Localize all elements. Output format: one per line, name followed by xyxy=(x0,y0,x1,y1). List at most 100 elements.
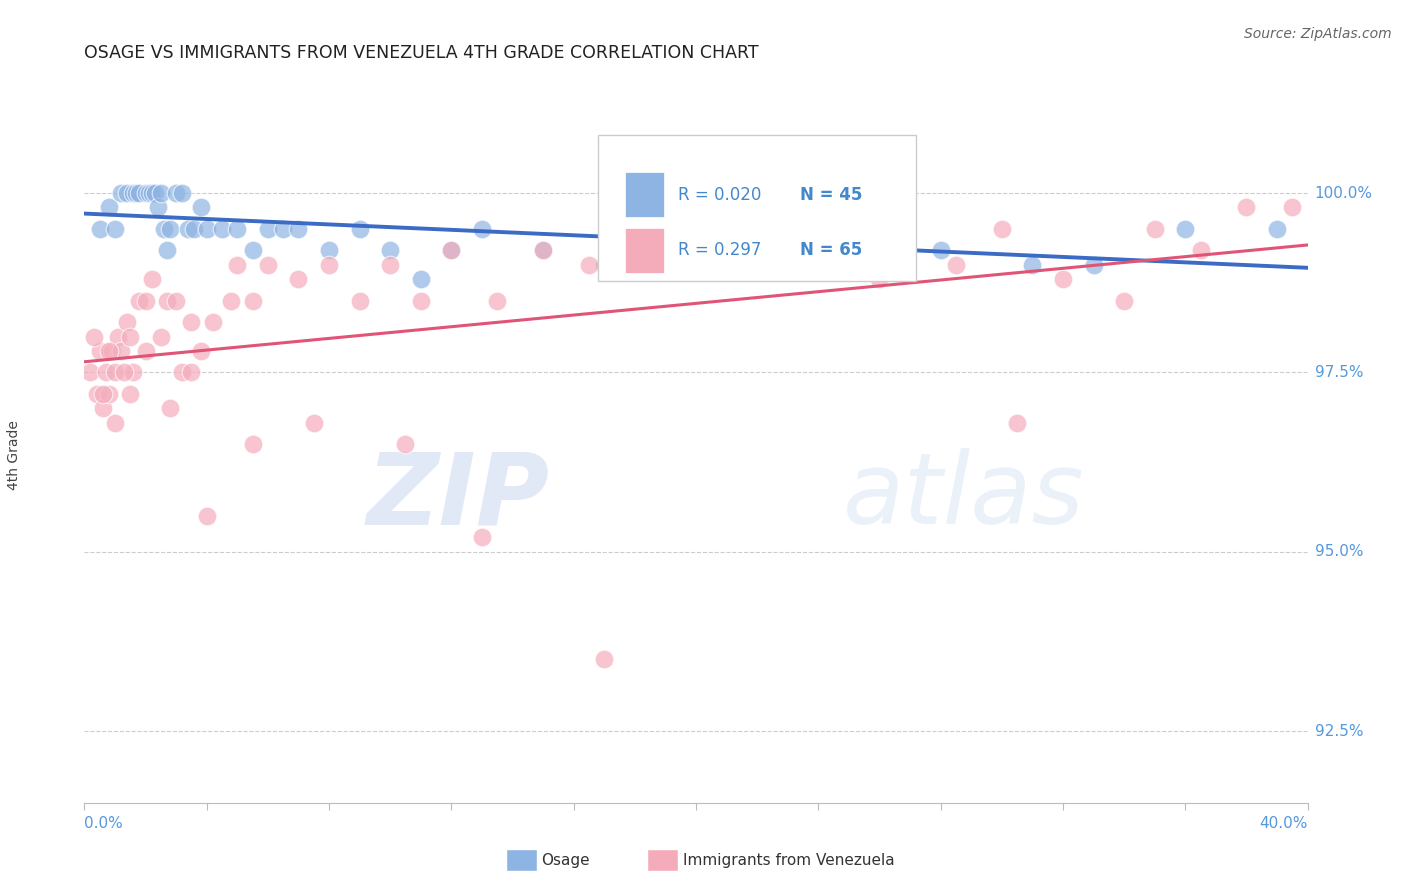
Point xyxy=(195,222,218,236)
Point xyxy=(172,366,194,380)
Point xyxy=(226,258,249,272)
Point xyxy=(201,315,224,329)
Point xyxy=(302,416,325,430)
Text: atlas: atlas xyxy=(842,448,1084,545)
Point xyxy=(531,244,554,258)
Point xyxy=(120,387,142,401)
Point xyxy=(153,222,176,236)
Point xyxy=(1052,272,1074,286)
Point xyxy=(128,186,150,200)
Point xyxy=(86,387,108,401)
Text: 100.0%: 100.0% xyxy=(1315,186,1372,201)
Text: 4th Grade: 4th Grade xyxy=(7,420,21,490)
Point xyxy=(190,343,212,358)
Point xyxy=(115,315,138,329)
Point xyxy=(195,508,218,523)
Point xyxy=(257,258,280,272)
Point xyxy=(1083,258,1105,272)
Point xyxy=(838,222,860,236)
Point xyxy=(149,186,172,200)
Point xyxy=(104,222,127,236)
Point xyxy=(1265,222,1288,236)
Point xyxy=(471,222,494,236)
Point xyxy=(1189,244,1212,258)
Point xyxy=(110,343,132,358)
Text: Immigrants from Venezuela: Immigrants from Venezuela xyxy=(683,854,896,868)
Point xyxy=(257,222,280,236)
Point xyxy=(91,401,114,416)
Point xyxy=(869,272,891,286)
Point xyxy=(156,293,179,308)
Text: 92.5%: 92.5% xyxy=(1315,723,1362,739)
Point xyxy=(1114,293,1136,308)
Text: 97.5%: 97.5% xyxy=(1315,365,1362,380)
Point xyxy=(624,244,647,258)
Point xyxy=(91,387,114,401)
Point xyxy=(94,366,117,380)
FancyBboxPatch shape xyxy=(598,135,917,281)
Point xyxy=(807,244,830,258)
Point xyxy=(990,222,1012,236)
Text: R = 0.297: R = 0.297 xyxy=(678,241,761,260)
Point xyxy=(440,244,463,258)
Point xyxy=(146,201,169,215)
Point xyxy=(89,343,111,358)
Point xyxy=(104,366,127,380)
Point xyxy=(141,272,163,286)
Point xyxy=(349,222,371,236)
Text: Source: ZipAtlas.com: Source: ZipAtlas.com xyxy=(1244,27,1392,41)
Point xyxy=(318,258,340,272)
Point xyxy=(120,329,142,343)
Point xyxy=(112,366,135,380)
Point xyxy=(180,366,202,380)
Point xyxy=(183,222,205,236)
Point xyxy=(128,293,150,308)
Point xyxy=(83,329,105,343)
Point xyxy=(1234,201,1257,215)
Point xyxy=(190,201,212,215)
Point xyxy=(745,222,768,236)
Point xyxy=(97,201,120,215)
Point xyxy=(149,329,172,343)
Point xyxy=(1021,258,1043,272)
Point xyxy=(242,437,264,451)
Point xyxy=(380,258,402,272)
Point xyxy=(159,401,181,416)
Point xyxy=(107,329,129,343)
Point xyxy=(211,222,233,236)
Point xyxy=(97,387,120,401)
Point xyxy=(287,222,309,236)
Point xyxy=(394,437,416,451)
Point xyxy=(172,186,194,200)
Text: Osage: Osage xyxy=(541,854,591,868)
Point xyxy=(1281,201,1303,215)
Point xyxy=(226,222,249,236)
Point xyxy=(349,293,371,308)
Point xyxy=(115,186,138,200)
Point xyxy=(101,343,124,358)
Point xyxy=(242,244,264,258)
Text: 95.0%: 95.0% xyxy=(1315,544,1362,559)
Text: OSAGE VS IMMIGRANTS FROM VENEZUELA 4TH GRADE CORRELATION CHART: OSAGE VS IMMIGRANTS FROM VENEZUELA 4TH G… xyxy=(84,45,759,62)
Point xyxy=(122,186,145,200)
Point xyxy=(122,366,145,380)
Point xyxy=(156,244,179,258)
Point xyxy=(685,258,707,272)
Point xyxy=(380,244,402,258)
Point xyxy=(219,293,242,308)
Point xyxy=(1005,416,1028,430)
Point xyxy=(685,244,707,258)
Point xyxy=(471,530,494,544)
Point xyxy=(141,186,163,200)
Point xyxy=(578,258,600,272)
Point xyxy=(165,293,187,308)
Point xyxy=(531,244,554,258)
Point xyxy=(97,343,120,358)
Point xyxy=(135,343,157,358)
Point xyxy=(409,293,432,308)
Point xyxy=(104,416,127,430)
Bar xyxy=(626,227,664,273)
Point xyxy=(440,244,463,258)
Text: N = 45: N = 45 xyxy=(800,186,862,203)
Point xyxy=(945,258,967,272)
